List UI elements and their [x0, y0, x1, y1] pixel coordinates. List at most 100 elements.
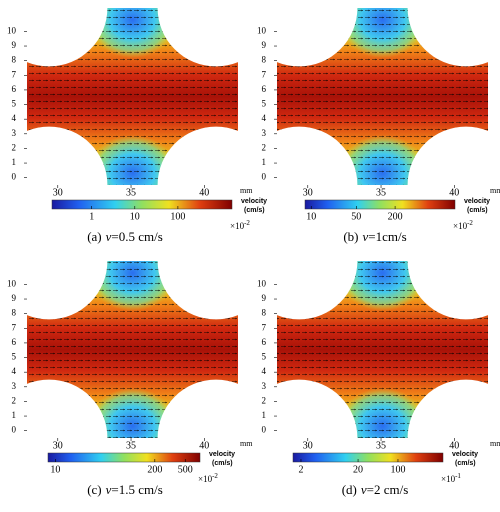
x-tick-label: 30: [303, 440, 313, 451]
caption-variable: v: [361, 482, 367, 497]
colorbar-title: velocity: [241, 198, 267, 205]
y-tick-label: 10: [257, 278, 267, 288]
y-tick-label: 6: [262, 84, 267, 94]
obstacle: [407, 126, 488, 185]
y-tick-label: 7: [12, 322, 17, 332]
obstacle: [27, 8, 108, 67]
colorbar-multiplier: ×10-2: [230, 219, 250, 231]
colorbar-tick-label: 100: [170, 211, 185, 222]
caption-variable: v: [106, 229, 112, 244]
y-tick-label: 0: [262, 172, 267, 182]
obstacle: [277, 261, 358, 320]
colorbar-title: velocity: [209, 451, 235, 458]
x-unit: mm: [240, 186, 253, 195]
y-tick-label: 8: [12, 308, 17, 318]
y-tick-label: 6: [12, 84, 17, 94]
y-tick-label: 2: [12, 395, 17, 405]
y-tick-label: 4: [12, 366, 17, 376]
colorbar-unit: (cm/s): [244, 207, 265, 214]
y-tick-label: 8: [12, 55, 17, 65]
y-tick-label: 4: [12, 113, 17, 123]
panel: 0 1 2 3 4 5 6 7 8 9 10 30 35 40 mm 2 20 100 velocity (cm/s)…: [257, 261, 500, 497]
colorbar-tick-label: 200: [147, 464, 162, 475]
y-tick-label: 10: [257, 25, 267, 35]
y-tick-label: 1: [262, 410, 267, 420]
y-tick-label: 1: [12, 157, 17, 167]
x-unit: mm: [240, 439, 253, 448]
colorbar-tick-label: 10: [306, 211, 316, 222]
colorbar-tick-label: 100: [390, 464, 405, 475]
multiplier-exponent: -2: [212, 472, 218, 480]
caption-label: (b): [343, 229, 358, 244]
y-tick-label: 1: [262, 157, 267, 167]
velocity-field: [27, 261, 238, 438]
colorbar-tick-label: 500: [178, 464, 193, 475]
colorbar-unit: (cm/s): [467, 207, 488, 214]
x-tick-label: 35: [126, 187, 136, 198]
colorbar: [51, 199, 233, 210]
obstacle: [407, 261, 488, 320]
caption-label: (c): [87, 482, 101, 497]
y-tick-label: 2: [262, 395, 267, 405]
y-tick-label: 6: [12, 337, 17, 347]
colorbar-tick-label: 2: [298, 464, 303, 475]
obstacle: [157, 379, 238, 438]
panel: 0 1 2 3 4 5 6 7 8 9 10 30 35 40 mm 10 200 500 velocity (cm/…: [7, 261, 253, 497]
caption-value: =1.5 cm/s: [111, 482, 162, 497]
colorbar-tick-label: 1: [89, 211, 94, 222]
x-tick-label: 35: [126, 440, 136, 451]
colorbar: [292, 452, 444, 463]
caption-variable: v: [363, 229, 369, 244]
colorbar-tick-label: 50: [351, 211, 361, 222]
colorbar-title: velocity: [464, 198, 490, 205]
x-tick-label: 40: [449, 440, 459, 451]
multiplier-base: ×10: [441, 474, 456, 484]
x-tick-label: 30: [53, 187, 63, 198]
obstacle: [157, 8, 238, 67]
x-tick-label: 30: [303, 187, 313, 198]
y-tick-label: 3: [12, 381, 17, 391]
panel: 0 1 2 3 4 5 6 7 8 9 10 30 35 40 mm 10 50 200 velocity (cm/s…: [257, 8, 500, 244]
y-tick-label: 2: [12, 142, 17, 152]
y-tick-label: 3: [262, 381, 267, 391]
y-tick-label: 3: [12, 128, 17, 138]
colorbar-title: velocity: [452, 451, 478, 458]
caption-label: (d): [342, 482, 357, 497]
velocity-field: [27, 8, 238, 185]
caption: (b) v=1cm/s: [343, 229, 406, 244]
y-tick-label: 5: [12, 99, 17, 109]
colorbar-unit: (cm/s): [212, 460, 233, 467]
colorbar-tick-label: 10: [50, 464, 60, 475]
colorbar-multiplier: ×10-2: [198, 472, 218, 484]
x-tick-label: 40: [449, 187, 459, 198]
colorbar-tick-label: 10: [130, 211, 140, 222]
obstacle: [27, 379, 108, 438]
colorbar: [47, 452, 201, 463]
colorbar-tick-label: 200: [388, 211, 403, 222]
y-tick-label: 9: [262, 40, 267, 50]
colorbar-unit: (cm/s): [455, 460, 476, 467]
x-tick-label: 40: [199, 440, 209, 451]
obstacle: [407, 379, 488, 438]
colorbar-tick-label: 20: [353, 464, 363, 475]
multiplier-base: ×10: [453, 221, 468, 231]
obstacle: [157, 261, 238, 320]
colorbar-multiplier: ×10-2: [453, 219, 473, 231]
y-tick-label: 5: [12, 352, 17, 362]
caption-value: =1cm/s: [368, 229, 406, 244]
y-tick-label: 10: [7, 25, 17, 35]
x-tick-label: 30: [53, 440, 63, 451]
obstacle: [157, 126, 238, 185]
caption-label: (a): [87, 229, 101, 244]
x-unit: mm: [490, 186, 500, 195]
obstacle: [277, 8, 358, 67]
obstacle: [27, 261, 108, 320]
y-tick-label: 0: [12, 425, 17, 435]
y-tick-label: 6: [262, 337, 267, 347]
y-tick-label: 10: [7, 278, 17, 288]
velocity-field: [277, 261, 488, 438]
y-tick-label: 1: [12, 410, 17, 420]
y-tick-label: 3: [262, 128, 267, 138]
